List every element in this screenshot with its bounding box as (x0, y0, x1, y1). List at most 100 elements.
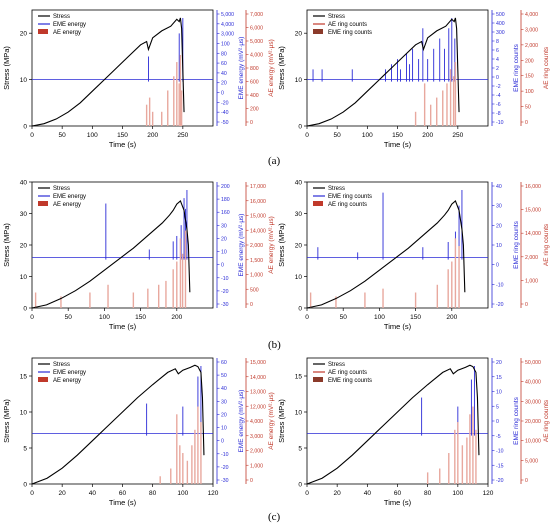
x-tick-label: 20 (334, 490, 342, 497)
ae-tick-label: 14,000 (250, 228, 266, 234)
eme-tick-label: 0 (496, 419, 499, 425)
eme-tick-label: 0 (221, 439, 224, 445)
legend-entry: Stress (328, 186, 345, 192)
legend-entry: AE energy (53, 30, 81, 36)
x-tick-label: 120 (208, 490, 219, 497)
y-tick-label: 20 (20, 31, 28, 38)
eme-tick-label: 30 (221, 399, 227, 405)
legend-swatch (38, 29, 48, 34)
y-tick-label: 5 (298, 446, 302, 453)
ae-tick-label: 400 (250, 93, 259, 99)
eme-tick-label: -4 (496, 93, 501, 99)
eme-tick-label: -10 (496, 449, 504, 455)
y-axis-label: Stress (MPa) (277, 46, 286, 90)
y-tick-label: 0 (298, 124, 302, 131)
y-tick-label: 10 (20, 274, 28, 281)
eme-tick-label: 5,000 (221, 12, 234, 18)
ae-tick-label: 1,000 (525, 278, 538, 284)
eme-tick-label: 3,000 (221, 32, 234, 38)
eme-axis-label: EME ring counts (513, 396, 520, 444)
eme-tick-label: 10 (221, 426, 227, 432)
eme-tick-label: 30 (496, 204, 502, 210)
eme-tick-label: 20 (221, 236, 227, 242)
panel-label-a: (a) (268, 155, 281, 167)
ae-tick-label: 15,000 (250, 360, 266, 366)
eme-tick-label: -15 (496, 463, 504, 469)
stress-line (306, 364, 480, 485)
x-tick-label: 100 (362, 132, 373, 139)
eme-axis-label: EME energy (mV²·μs) (238, 390, 245, 453)
ae-tick-label: 500 (250, 287, 259, 293)
x-tick-label: 150 (135, 314, 146, 321)
eme-tick-label: -6 (496, 102, 501, 108)
eme-tick-label: -40 (221, 110, 229, 116)
x-tick-label: 50 (65, 314, 73, 321)
stress-line (31, 17, 185, 127)
y-tick-label: 10 (295, 410, 303, 417)
x-tick-label: 150 (410, 314, 421, 321)
ae-tick-label: 5,000 (525, 458, 538, 464)
eme-tick-label: 0 (221, 263, 224, 269)
x-tick-label: 0 (30, 490, 34, 497)
ae-tick-label: 3,000 (525, 27, 538, 33)
ae-tick-label: 4,000 (525, 12, 538, 18)
ae-tick-label: 6,000 (250, 26, 263, 32)
plot-frame (31, 357, 214, 485)
y-tick-label: 10 (295, 77, 303, 84)
y-axis-label: Stress (MPa) (277, 223, 286, 267)
y-tick-label: 10 (20, 410, 28, 417)
eme-tick-label: 40 (496, 184, 502, 190)
eme-tick-label: -10 (496, 282, 504, 288)
eme-tick-label: 400 (496, 21, 505, 27)
ae-tick-label: 4,000 (250, 53, 263, 59)
stress-line (306, 17, 460, 127)
x-axis-label: Time (s) (109, 498, 137, 507)
y-axis-label: Stress (MPa) (2, 399, 11, 443)
eme-tick-label: 100 (221, 41, 230, 47)
ae-tick-label: 2,000 (525, 255, 538, 261)
eme-tick-label: -50 (221, 120, 229, 126)
legend-entry: AE energy (53, 202, 81, 208)
x-tick-label: 60 (394, 490, 402, 497)
x-tick-label: 150 (392, 132, 403, 139)
ae-tick-label: 2,000 (250, 243, 263, 249)
eme-tick-label: -2 (496, 84, 501, 90)
legend-entry: Stress (53, 14, 70, 20)
ae-tick-label: 7,000 (250, 12, 263, 18)
ae-tick-label: 2,000 (250, 449, 263, 455)
ae-tick-label: 40,000 (525, 380, 541, 386)
x-axis-label: Time (s) (109, 140, 137, 149)
x-tick-label: 50 (340, 314, 348, 321)
ae-tick-label: 13,000 (250, 390, 266, 396)
ae-tick-label: 200 (250, 107, 259, 113)
y-tick-label: 0 (23, 306, 27, 313)
ae-tick-label: 30,000 (525, 399, 541, 405)
ae-tick-label: 1,500 (250, 258, 263, 264)
y-tick-label: 40 (295, 180, 303, 187)
eme-tick-label: 500 (496, 12, 505, 18)
legend-entry: AE energy (53, 378, 81, 384)
eme-tick-label: -10 (221, 276, 229, 282)
legend-entry: EME energy (53, 370, 86, 376)
ae-axis-label: AE ring counts (543, 399, 550, 442)
legend-swatch (313, 377, 323, 382)
eme-tick-label: -20 (221, 465, 229, 471)
eme-tick-label: -20 (221, 100, 229, 106)
x-tick-label: 60 (119, 490, 127, 497)
eme-tick-label: 180 (221, 197, 230, 203)
ae-tick-label: 4,000 (250, 419, 263, 425)
x-tick-label: 100 (87, 132, 98, 139)
y-tick-label: 10 (295, 274, 303, 281)
x-tick-label: 250 (177, 132, 188, 139)
ae-tick-label: 14,000 (525, 231, 541, 237)
legend-entry: Stress (328, 14, 345, 20)
ae-tick-label: 50 (525, 105, 531, 111)
panel-label-b: (b) (268, 339, 281, 351)
x-tick-label: 0 (305, 490, 309, 497)
eme-tick-label: -30 (221, 302, 229, 308)
eme-axis-label: EME energy (mV²·μs) (238, 214, 245, 277)
y-tick-label: 30 (20, 211, 28, 218)
stress-line (31, 199, 191, 309)
y-axis-label: Stress (MPa) (277, 399, 286, 443)
